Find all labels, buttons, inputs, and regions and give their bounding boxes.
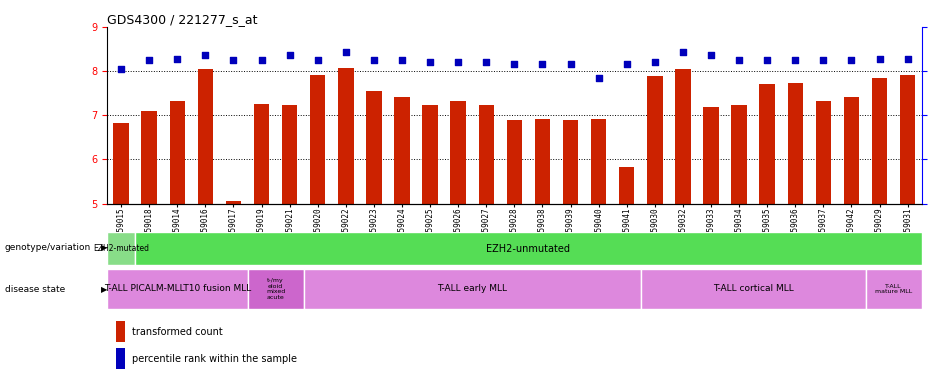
Bar	[703, 107, 719, 204]
Text: ▶: ▶	[101, 243, 107, 252]
Point	[760, 57, 775, 63]
Text: EZH2-unmutated: EZH2-unmutated	[486, 243, 571, 254]
Point	[591, 75, 606, 81]
Bar	[395, 97, 410, 204]
Point	[395, 57, 410, 63]
Bar	[788, 83, 803, 204]
Text: percentile rank within the sample: percentile rank within the sample	[132, 354, 297, 364]
Bar	[107, 269, 248, 309]
Bar	[225, 201, 241, 204]
Bar	[843, 97, 859, 204]
Bar	[248, 269, 304, 309]
Text: T-ALL early MLL: T-ALL early MLL	[438, 285, 507, 293]
Text: T-ALL cortical MLL: T-ALL cortical MLL	[713, 285, 793, 293]
Bar	[423, 106, 438, 204]
Bar	[619, 167, 634, 204]
Bar	[366, 91, 382, 204]
Point	[788, 57, 803, 63]
Text: T-ALL
mature MLL: T-ALL mature MLL	[875, 283, 912, 295]
Point	[367, 57, 382, 63]
Bar	[900, 74, 915, 204]
Point	[479, 59, 493, 65]
Bar	[506, 120, 522, 204]
Bar	[534, 119, 550, 204]
Bar	[563, 120, 578, 204]
Bar	[254, 104, 269, 204]
Point	[535, 61, 550, 67]
Point	[647, 59, 662, 65]
Bar	[169, 101, 185, 204]
Point	[198, 52, 213, 58]
Point	[310, 57, 325, 63]
Bar	[338, 68, 354, 204]
Bar	[310, 76, 326, 204]
Point	[142, 57, 156, 63]
Text: GDS4300 / 221277_s_at: GDS4300 / 221277_s_at	[107, 13, 258, 26]
Point	[816, 57, 830, 63]
Point	[226, 57, 241, 63]
Point	[254, 57, 269, 63]
Text: ▶: ▶	[101, 285, 107, 295]
Bar	[732, 106, 747, 204]
Text: EZH2-mutated: EZH2-mutated	[93, 244, 149, 253]
Bar	[197, 69, 213, 204]
Point	[423, 59, 438, 65]
Text: transformed count: transformed count	[132, 327, 223, 337]
Bar	[871, 78, 887, 204]
Point	[844, 57, 859, 63]
Point	[732, 57, 747, 63]
Point	[451, 59, 466, 65]
Bar	[816, 101, 831, 204]
Point	[676, 48, 691, 55]
Bar	[304, 269, 641, 309]
Point	[169, 56, 184, 62]
Point	[619, 61, 634, 67]
Text: genotype/variation: genotype/variation	[5, 243, 91, 252]
Text: T-ALL PICALM-MLLT10 fusion MLL: T-ALL PICALM-MLLT10 fusion MLL	[103, 285, 251, 293]
Bar	[675, 69, 691, 204]
Bar	[282, 106, 297, 204]
Point	[704, 52, 719, 58]
Bar	[866, 269, 922, 309]
Bar	[451, 101, 466, 204]
Point	[114, 66, 128, 72]
Point	[872, 56, 887, 62]
Point	[563, 61, 578, 67]
Point	[900, 56, 915, 62]
Bar	[142, 111, 157, 204]
Bar	[114, 123, 128, 204]
Bar	[591, 119, 606, 204]
Bar	[760, 84, 775, 204]
Point	[506, 61, 521, 67]
Point	[282, 52, 297, 58]
Bar	[647, 76, 663, 204]
Text: t-/my
eloid
mixed
acute: t-/my eloid mixed acute	[266, 278, 285, 300]
Bar	[641, 269, 866, 309]
Text: disease state: disease state	[5, 285, 65, 295]
Bar	[479, 106, 494, 204]
Point	[338, 48, 353, 55]
Bar	[107, 232, 135, 265]
